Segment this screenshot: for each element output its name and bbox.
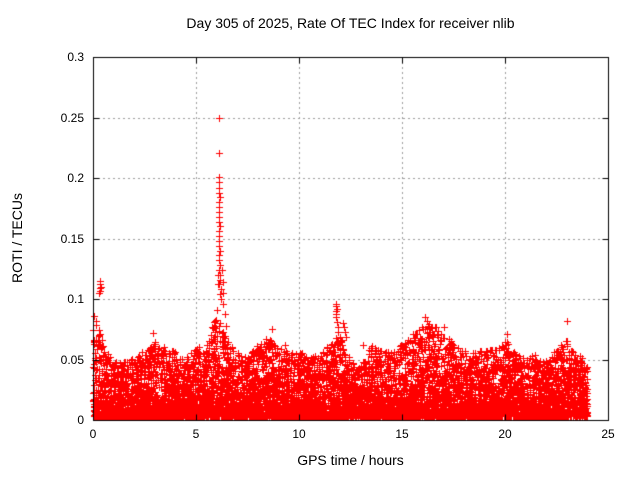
y-tick-label: 0.2 [67, 171, 84, 185]
x-tick-label: 15 [395, 427, 409, 441]
chart-title: Day 305 of 2025, Rate Of TEC Index for r… [186, 15, 515, 31]
x-tick-label: 0 [89, 427, 97, 441]
y-tick-label: 0.15 [60, 232, 84, 246]
y-tick-label: 0.3 [67, 50, 84, 64]
x-tick-label: 25 [601, 427, 615, 441]
y-tick-label: 0.05 [60, 353, 84, 367]
x-tick-label: 10 [292, 427, 306, 441]
y-tick-label: 0.25 [60, 111, 84, 125]
x-axis-label: GPS time / hours [297, 452, 404, 468]
x-tick-label: 20 [498, 427, 512, 441]
y-tick-label: 0.1 [67, 292, 84, 306]
x-tick-label: 5 [192, 427, 200, 441]
y-tick-label: 0 [77, 413, 84, 427]
